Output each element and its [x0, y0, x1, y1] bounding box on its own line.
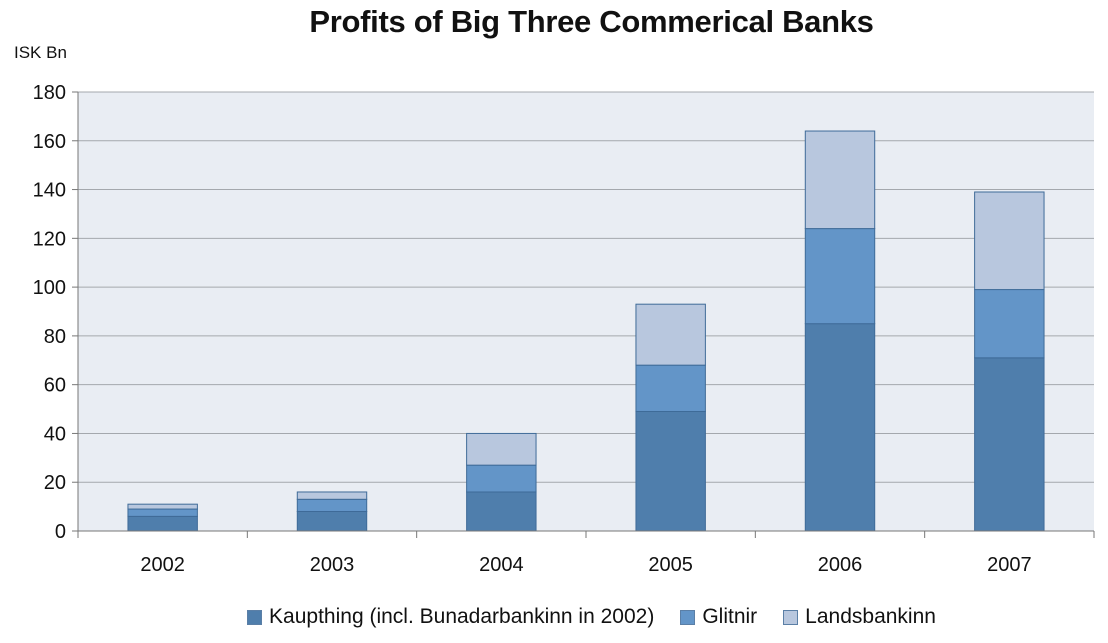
y-tick-label: 20 [44, 472, 66, 494]
y-tick-label: 60 [44, 375, 66, 397]
bar-segment [804, 228, 876, 325]
bar-segment [296, 491, 368, 500]
y-tick-label: 80 [44, 326, 66, 348]
legend-item: Kaupthing (incl. Bunadarbankinn in 2002) [247, 605, 654, 629]
bar-segment [804, 130, 876, 230]
legend-item: Landsbankinn [783, 605, 936, 629]
legend-label: Kaupthing (incl. Bunadarbankinn in 2002) [269, 605, 655, 628]
y-tick-label: 180 [33, 82, 66, 104]
y-tick-label: 0 [55, 521, 66, 543]
x-tick-label: 2004 [479, 554, 524, 576]
bar-segment [466, 432, 537, 466]
x-tick-label: 2006 [818, 554, 863, 576]
bar-segment [296, 498, 368, 512]
x-tick-label: 2003 [310, 554, 355, 576]
bar-segment [466, 464, 537, 493]
y-tick-label: 120 [33, 228, 66, 250]
bars [127, 130, 1045, 532]
bar-segment [296, 510, 368, 532]
bar-segment [127, 515, 198, 532]
legend-swatch [680, 609, 696, 625]
gridlines [78, 91, 1094, 532]
legend-label: Landsbankinn [805, 605, 936, 628]
legend-swatch [783, 609, 799, 625]
y-axis: 0 20 40 60 80 100 120 140 160 180 [33, 82, 79, 543]
x-tick-label: 2002 [140, 554, 185, 576]
y-tick-label: 140 [33, 180, 66, 202]
legend-item: Glitnir [680, 605, 757, 629]
y-tick-label: 100 [33, 277, 66, 299]
y-axis-unit: ISK Bn [14, 43, 67, 62]
legend-label: Glitnir [702, 605, 758, 628]
bar-segment [635, 364, 706, 412]
x-tick-label: 2007 [987, 554, 1032, 576]
bar-segment [127, 503, 198, 510]
legend: Kaupthing (incl. Bunadarbankinn in 2002)… [0, 605, 1108, 629]
x-axis: 2002 2003 2004 2005 2006 2007 [77, 530, 1095, 576]
chart-title: Profits of Big Three Commerical Banks [309, 4, 874, 39]
x-tick-label: 2005 [648, 554, 693, 576]
bar-segment [635, 303, 706, 366]
bar-segment [804, 323, 876, 532]
bar-segment [466, 491, 537, 532]
bar-segment [635, 410, 706, 532]
y-tick-label: 160 [33, 131, 66, 153]
bar-segment [974, 357, 1045, 532]
y-tick-label: 40 [44, 423, 66, 445]
plot-area [78, 92, 1094, 531]
bar-segment [974, 289, 1045, 359]
bar-segment [127, 508, 198, 517]
bar-segment [974, 191, 1045, 291]
legend-swatch [247, 609, 263, 625]
